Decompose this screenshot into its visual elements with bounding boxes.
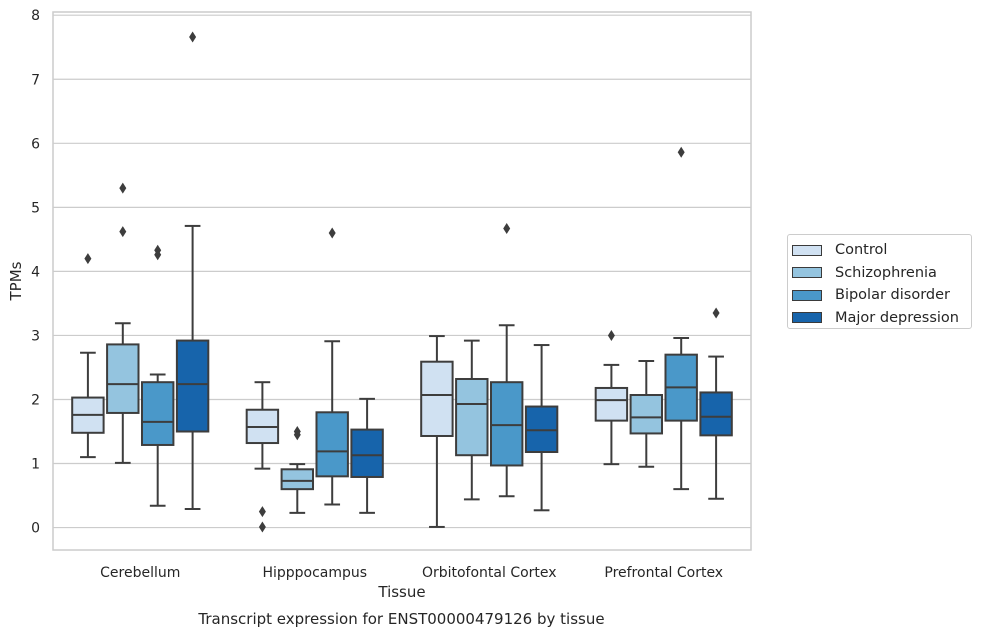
legend-swatch-bipolar-disorder <box>792 289 822 301</box>
legend-item-bipolar-disorder: Bipolar disorder <box>792 284 971 307</box>
box-3-3 <box>699 307 733 500</box>
outlier-point-0 <box>503 222 511 234</box>
legend-label-bipolar-disorder: Bipolar disorder <box>835 287 950 304</box>
box-3-2 <box>524 344 559 512</box>
outlier-point-0 <box>607 329 615 341</box>
outlier-point-0 <box>712 307 720 319</box>
outlier-point-1 <box>154 249 162 261</box>
legend-item-control: Control <box>792 239 971 262</box>
box-1-3 <box>629 360 664 468</box>
box-0-1 <box>245 381 280 533</box>
legend-label-control: Control <box>835 242 888 259</box>
outlier-point-0 <box>328 227 336 239</box>
legend-label-schizophrenia: Schizophrenia <box>835 264 937 281</box>
box-body <box>594 386 629 422</box>
legend: Control Schizophrenia Bipolar disorder M… <box>787 234 972 329</box>
box-body <box>629 394 664 435</box>
legend-item-major-depression: Major depression <box>792 307 971 330</box>
y-tick-label-7: 7 <box>31 72 40 88</box>
box-2-0 <box>140 244 175 507</box>
legend-swatch-major-depression <box>792 312 822 324</box>
box-3-1 <box>350 397 384 514</box>
outlier-point-0 <box>677 146 685 158</box>
x-tick-labels: Cerebellum Hipppocampus Orbitofontal Corte… <box>100 565 723 581</box>
box-body <box>106 343 140 414</box>
legend-label-major-depression: Major depression <box>835 309 959 326</box>
x-tick-label-2: Orbitofontal Cortex <box>422 565 557 581</box>
legend-swatch-control <box>792 244 822 256</box>
outlier-point-1 <box>258 521 266 533</box>
y-tick-labels: 0 1 2 3 4 5 6 7 8 <box>31 8 40 536</box>
y-tick-label-2: 2 <box>31 392 40 408</box>
outlier-point-1 <box>293 429 301 441</box>
box-2-1 <box>315 227 349 506</box>
outlier-point-0 <box>258 506 266 518</box>
y-tick-label-4: 4 <box>31 264 40 280</box>
y-tick-label-3: 3 <box>31 328 40 344</box>
legend-item-schizophrenia: Schizophrenia <box>792 262 971 285</box>
box-body <box>280 468 315 491</box>
outlier-point-0 <box>84 253 92 265</box>
box-series <box>71 31 733 533</box>
box-body <box>489 381 524 467</box>
box-2-2 <box>489 222 524 498</box>
outlier-point-0 <box>189 31 197 43</box>
y-tick-label-0: 0 <box>31 521 40 537</box>
x-tick-label-0: Cerebellum <box>100 565 180 581</box>
legend-swatch-schizophrenia <box>792 267 822 279</box>
x-tick-label-3: Prefrontal Cortex <box>604 565 723 581</box>
y-tick-label-1: 1 <box>31 457 40 473</box>
box-2-3 <box>664 146 698 491</box>
box-body <box>350 428 384 478</box>
box-body <box>175 339 210 433</box>
x-tick-label-1: Hipppocampus <box>262 565 367 581</box>
box-3-0 <box>175 31 210 511</box>
y-tick-label-6: 6 <box>31 136 40 152</box>
box-1-1 <box>280 426 315 514</box>
box-body <box>315 411 349 478</box>
box-body <box>140 381 175 446</box>
outlier-point-1 <box>119 226 127 238</box>
y-axis-label: TPMs <box>7 261 25 301</box>
chart-caption: Transcript expression for ENST0000047912… <box>198 610 605 628</box>
box-body <box>455 377 489 457</box>
box-1-2 <box>455 339 489 501</box>
y-tick-label-5: 5 <box>31 200 40 216</box>
box-body <box>699 391 733 437</box>
outlier-point-0 <box>119 182 127 194</box>
box-0-3 <box>594 329 629 466</box>
box-1-0 <box>106 182 140 464</box>
box-0-2 <box>420 335 454 528</box>
box-0-0 <box>71 253 105 459</box>
x-axis-label: Tissue <box>377 583 425 601</box>
box-body <box>420 360 454 437</box>
y-tick-label-8: 8 <box>31 8 40 24</box>
plot-frame <box>52 11 752 551</box>
